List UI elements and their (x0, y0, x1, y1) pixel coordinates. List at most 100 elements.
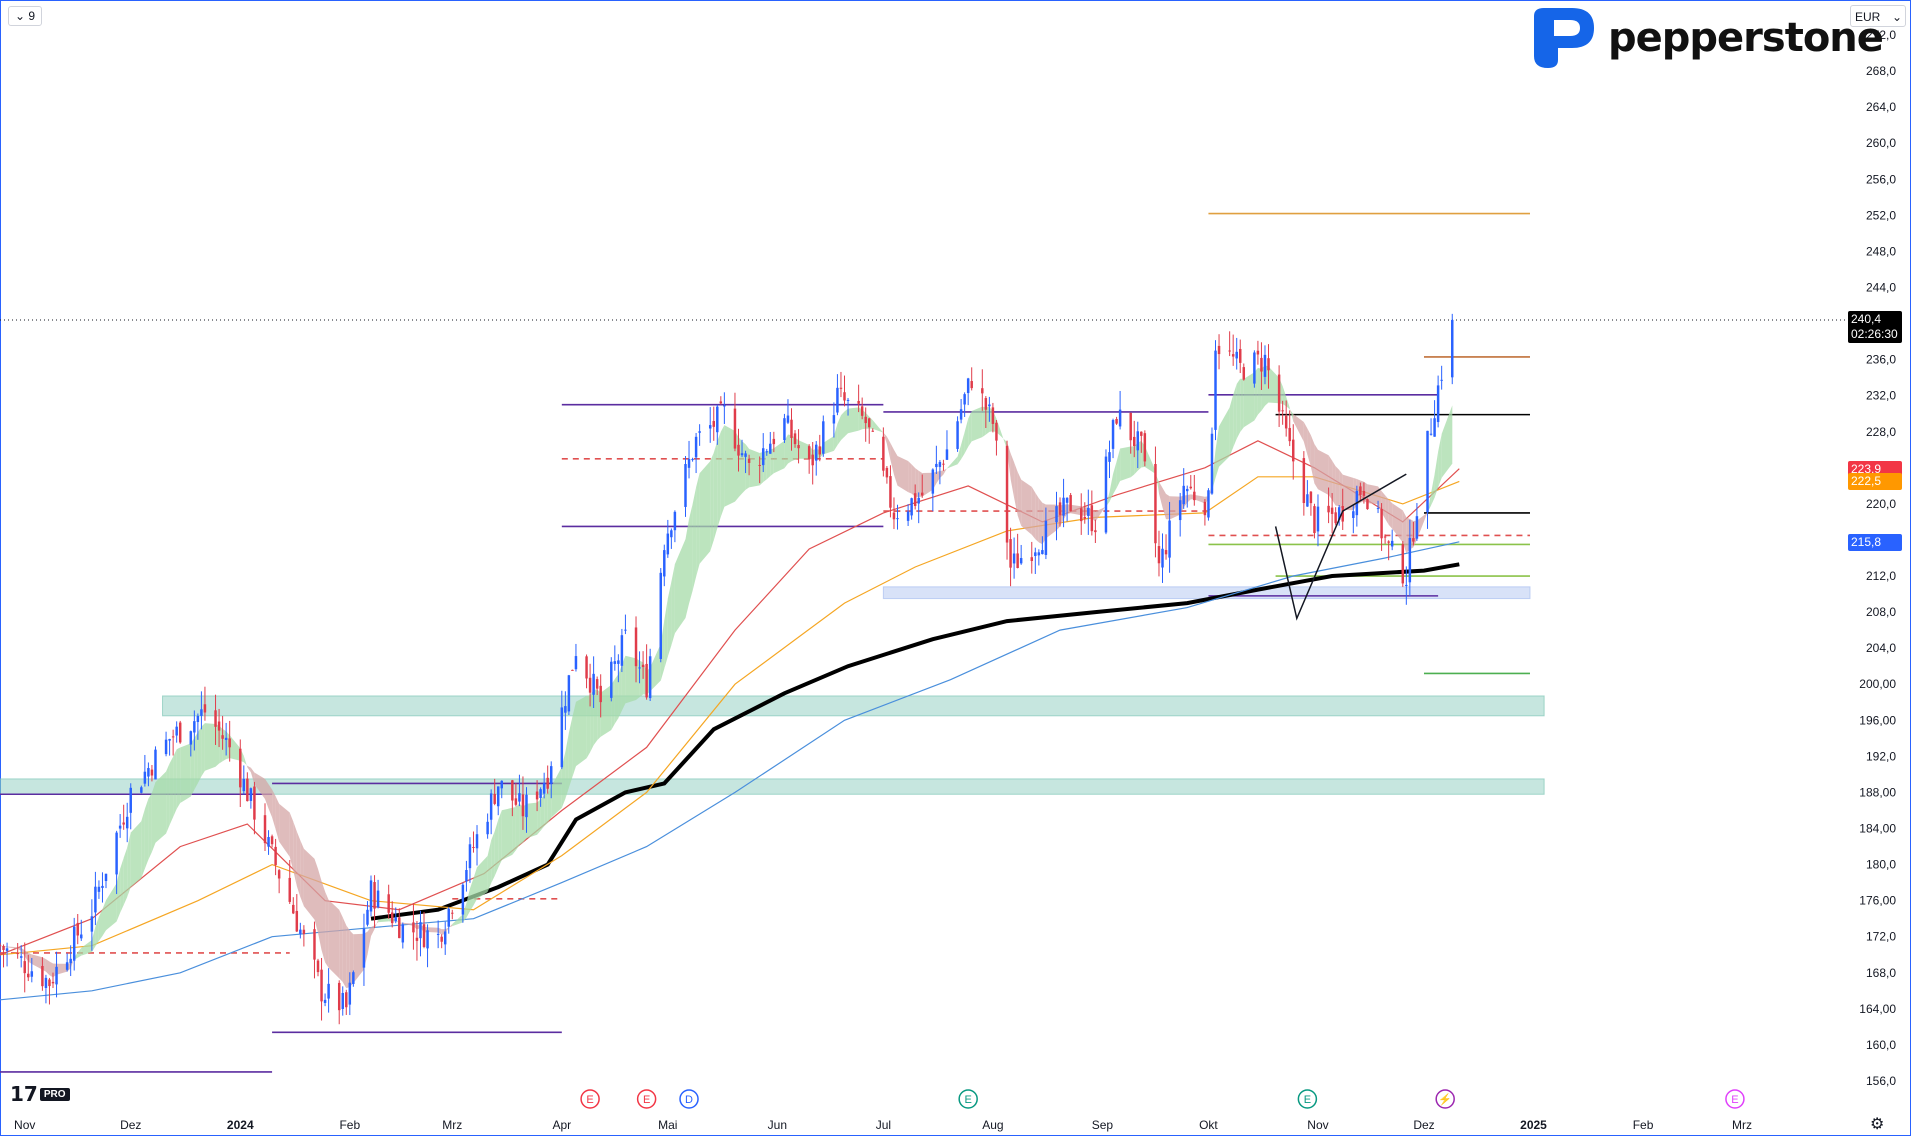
candle-body[interactable] (224, 737, 228, 740)
candle-body[interactable] (1408, 537, 1412, 583)
candle-body[interactable] (1065, 497, 1069, 503)
candle-body[interactable] (5, 948, 9, 951)
candle-body[interactable] (761, 448, 765, 466)
candle-body[interactable] (1267, 358, 1270, 371)
candle-body[interactable] (670, 530, 673, 538)
candle-body[interactable] (0, 945, 2, 947)
candle-body[interactable] (1242, 367, 1246, 380)
candle-body[interactable] (465, 869, 468, 882)
candle-body[interactable] (571, 669, 574, 671)
candle-body[interactable] (30, 971, 34, 977)
candle-body[interactable] (76, 922, 79, 936)
pattern-drawing[interactable] (1274, 473, 1407, 621)
candle-body[interactable] (23, 961, 26, 974)
candle-body[interactable] (1390, 540, 1394, 547)
candle-body[interactable] (104, 873, 108, 881)
candle-body[interactable] (267, 837, 270, 847)
event-marker-icon[interactable] (1297, 1089, 1318, 1109)
candle-body[interactable] (327, 983, 330, 999)
candle-body[interactable] (178, 722, 182, 743)
candle-body[interactable] (1041, 550, 1044, 555)
candle-body[interactable] (744, 453, 747, 457)
candle-body[interactable] (1239, 348, 1242, 363)
candle-body[interactable] (906, 511, 910, 521)
candle-body[interactable] (1210, 433, 1214, 494)
candle-body[interactable] (352, 972, 355, 984)
candle-body[interactable] (542, 783, 546, 794)
candle-body[interactable] (871, 430, 875, 432)
candle-body[interactable] (366, 909, 369, 925)
candle-body[interactable] (422, 924, 426, 947)
candle-body[interactable] (51, 981, 55, 984)
candle-body[interactable] (147, 768, 150, 777)
candle-body[interactable] (270, 836, 274, 845)
candle-body[interactable] (337, 982, 341, 1011)
candle-body[interactable] (412, 922, 415, 933)
candle-body[interactable] (299, 929, 302, 934)
candle-body[interactable] (1228, 350, 1231, 352)
candle-body[interactable] (1108, 452, 1111, 462)
candle-body[interactable] (239, 748, 242, 788)
candle-body[interactable] (747, 458, 751, 463)
candle-body[interactable] (913, 493, 917, 506)
candle-body[interactable] (613, 661, 617, 664)
candle-body[interactable] (1337, 507, 1341, 520)
candle-body[interactable] (645, 663, 648, 698)
candle-body[interactable] (1362, 490, 1366, 496)
candle-body[interactable] (500, 780, 503, 789)
event-marker-icon[interactable] (679, 1089, 699, 1109)
candle-body[interactable] (69, 958, 72, 964)
candle-body[interactable] (493, 793, 496, 804)
event-marker-icon[interactable] (580, 1089, 600, 1109)
candle-body[interactable] (221, 735, 224, 739)
currency-selector[interactable]: EUR ⌄ (1850, 5, 1906, 27)
candle-body[interactable] (814, 444, 818, 461)
candle-body[interactable] (560, 707, 564, 768)
candle-body[interactable] (1253, 352, 1256, 384)
candle-body[interactable] (797, 445, 800, 449)
candle-body[interactable] (1133, 436, 1136, 447)
candle-body[interactable] (1263, 354, 1267, 377)
candle-body[interactable] (1352, 511, 1355, 518)
candle-body[interactable] (790, 419, 793, 438)
event-marker-icon[interactable] (1435, 1089, 1455, 1109)
candle-body[interactable] (963, 394, 966, 405)
candle-body[interactable] (1012, 553, 1016, 564)
candle-body[interactable] (150, 769, 154, 776)
candle-body[interactable] (475, 834, 479, 849)
candle-body[interactable] (19, 956, 23, 958)
candle-body[interactable] (249, 788, 253, 801)
candle-body[interactable] (659, 572, 662, 659)
candle-body[interactable] (1260, 357, 1263, 372)
candle-body[interactable] (938, 462, 942, 467)
candle-body[interactable] (369, 880, 373, 912)
candle-body[interactable] (1306, 494, 1309, 507)
candle-body[interactable] (931, 469, 935, 494)
candle-body[interactable] (1055, 506, 1058, 523)
candle-body[interactable] (917, 497, 920, 504)
candle-body[interactable] (55, 966, 58, 985)
candle-body[interactable] (401, 924, 405, 943)
candle-body[interactable] (511, 780, 514, 801)
candle-body[interactable] (617, 660, 620, 664)
candle-body[interactable] (1037, 552, 1041, 556)
candle-body[interactable] (666, 533, 670, 555)
candle-body[interactable] (1016, 553, 1019, 569)
candle-body[interactable] (1313, 506, 1316, 534)
candle-body[interactable] (1451, 319, 1454, 378)
candle-body[interactable] (461, 884, 465, 915)
candle-body[interactable] (567, 675, 571, 712)
candle-body[interactable] (242, 778, 246, 792)
candle-body[interactable] (793, 433, 797, 445)
candle-body[interactable] (168, 738, 171, 741)
candle-body[interactable] (857, 400, 860, 404)
candle-body[interactable] (1284, 415, 1288, 429)
candle-body[interactable] (1214, 350, 1217, 430)
candle-body[interactable] (94, 886, 97, 913)
candle-body[interactable] (1426, 430, 1429, 513)
candle-body[interactable] (882, 436, 885, 471)
candle-body[interactable] (451, 912, 454, 914)
candle-body[interactable] (320, 969, 323, 1002)
candle-body[interactable] (1104, 456, 1108, 533)
